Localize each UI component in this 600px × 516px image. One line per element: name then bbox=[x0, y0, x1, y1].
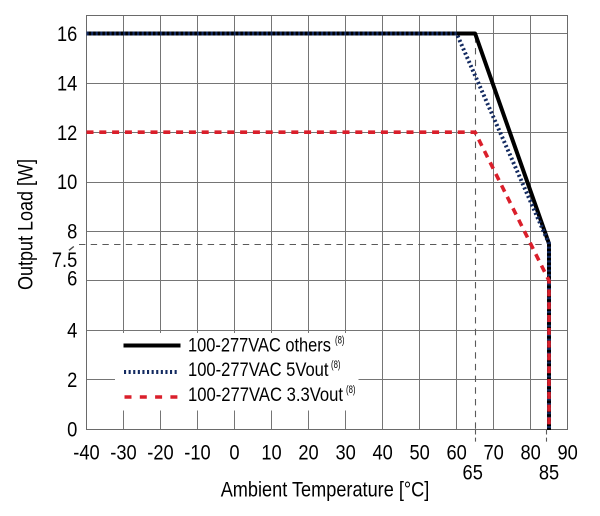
svg-text:12: 12 bbox=[57, 121, 77, 145]
svg-text:-40: -40 bbox=[73, 441, 99, 465]
svg-text:7.5: 7.5 bbox=[52, 248, 77, 272]
svg-text:-30: -30 bbox=[110, 441, 136, 465]
svg-text:40: 40 bbox=[372, 441, 392, 465]
svg-text:-10: -10 bbox=[184, 441, 210, 465]
svg-text:60: 60 bbox=[446, 441, 466, 465]
svg-text:100-277VAC others: 100-277VAC others bbox=[188, 336, 331, 357]
svg-text:Output Load [W]: Output Load [W] bbox=[14, 159, 38, 290]
svg-text:20: 20 bbox=[298, 441, 318, 465]
svg-text:80: 80 bbox=[520, 441, 540, 465]
svg-text:85: 85 bbox=[539, 461, 559, 485]
svg-text:65: 65 bbox=[463, 461, 483, 485]
svg-text:6: 6 bbox=[67, 266, 77, 290]
svg-text:10: 10 bbox=[57, 170, 77, 194]
svg-text:10: 10 bbox=[261, 441, 281, 465]
svg-text:16: 16 bbox=[57, 22, 77, 46]
svg-text:50: 50 bbox=[409, 441, 429, 465]
svg-text:(8): (8) bbox=[346, 384, 356, 396]
svg-text:70: 70 bbox=[483, 441, 503, 465]
svg-text:0: 0 bbox=[67, 417, 77, 441]
svg-text:4: 4 bbox=[67, 319, 77, 343]
svg-text:0: 0 bbox=[229, 441, 239, 465]
svg-text:(8): (8) bbox=[331, 359, 341, 371]
svg-text:(8): (8) bbox=[335, 335, 345, 347]
svg-text:Ambient Temperature [°C]: Ambient Temperature [°C] bbox=[221, 478, 430, 502]
svg-text:100-277VAC 5Vout: 100-277VAC 5Vout bbox=[188, 360, 329, 381]
svg-text:8: 8 bbox=[67, 220, 77, 244]
svg-text:90: 90 bbox=[557, 441, 577, 465]
svg-text:-20: -20 bbox=[147, 441, 173, 465]
svg-text:14: 14 bbox=[57, 71, 77, 95]
svg-text:2: 2 bbox=[67, 368, 77, 392]
svg-text:100-277VAC 3.3Vout: 100-277VAC 3.3Vout bbox=[188, 385, 344, 406]
svg-text:30: 30 bbox=[335, 441, 355, 465]
